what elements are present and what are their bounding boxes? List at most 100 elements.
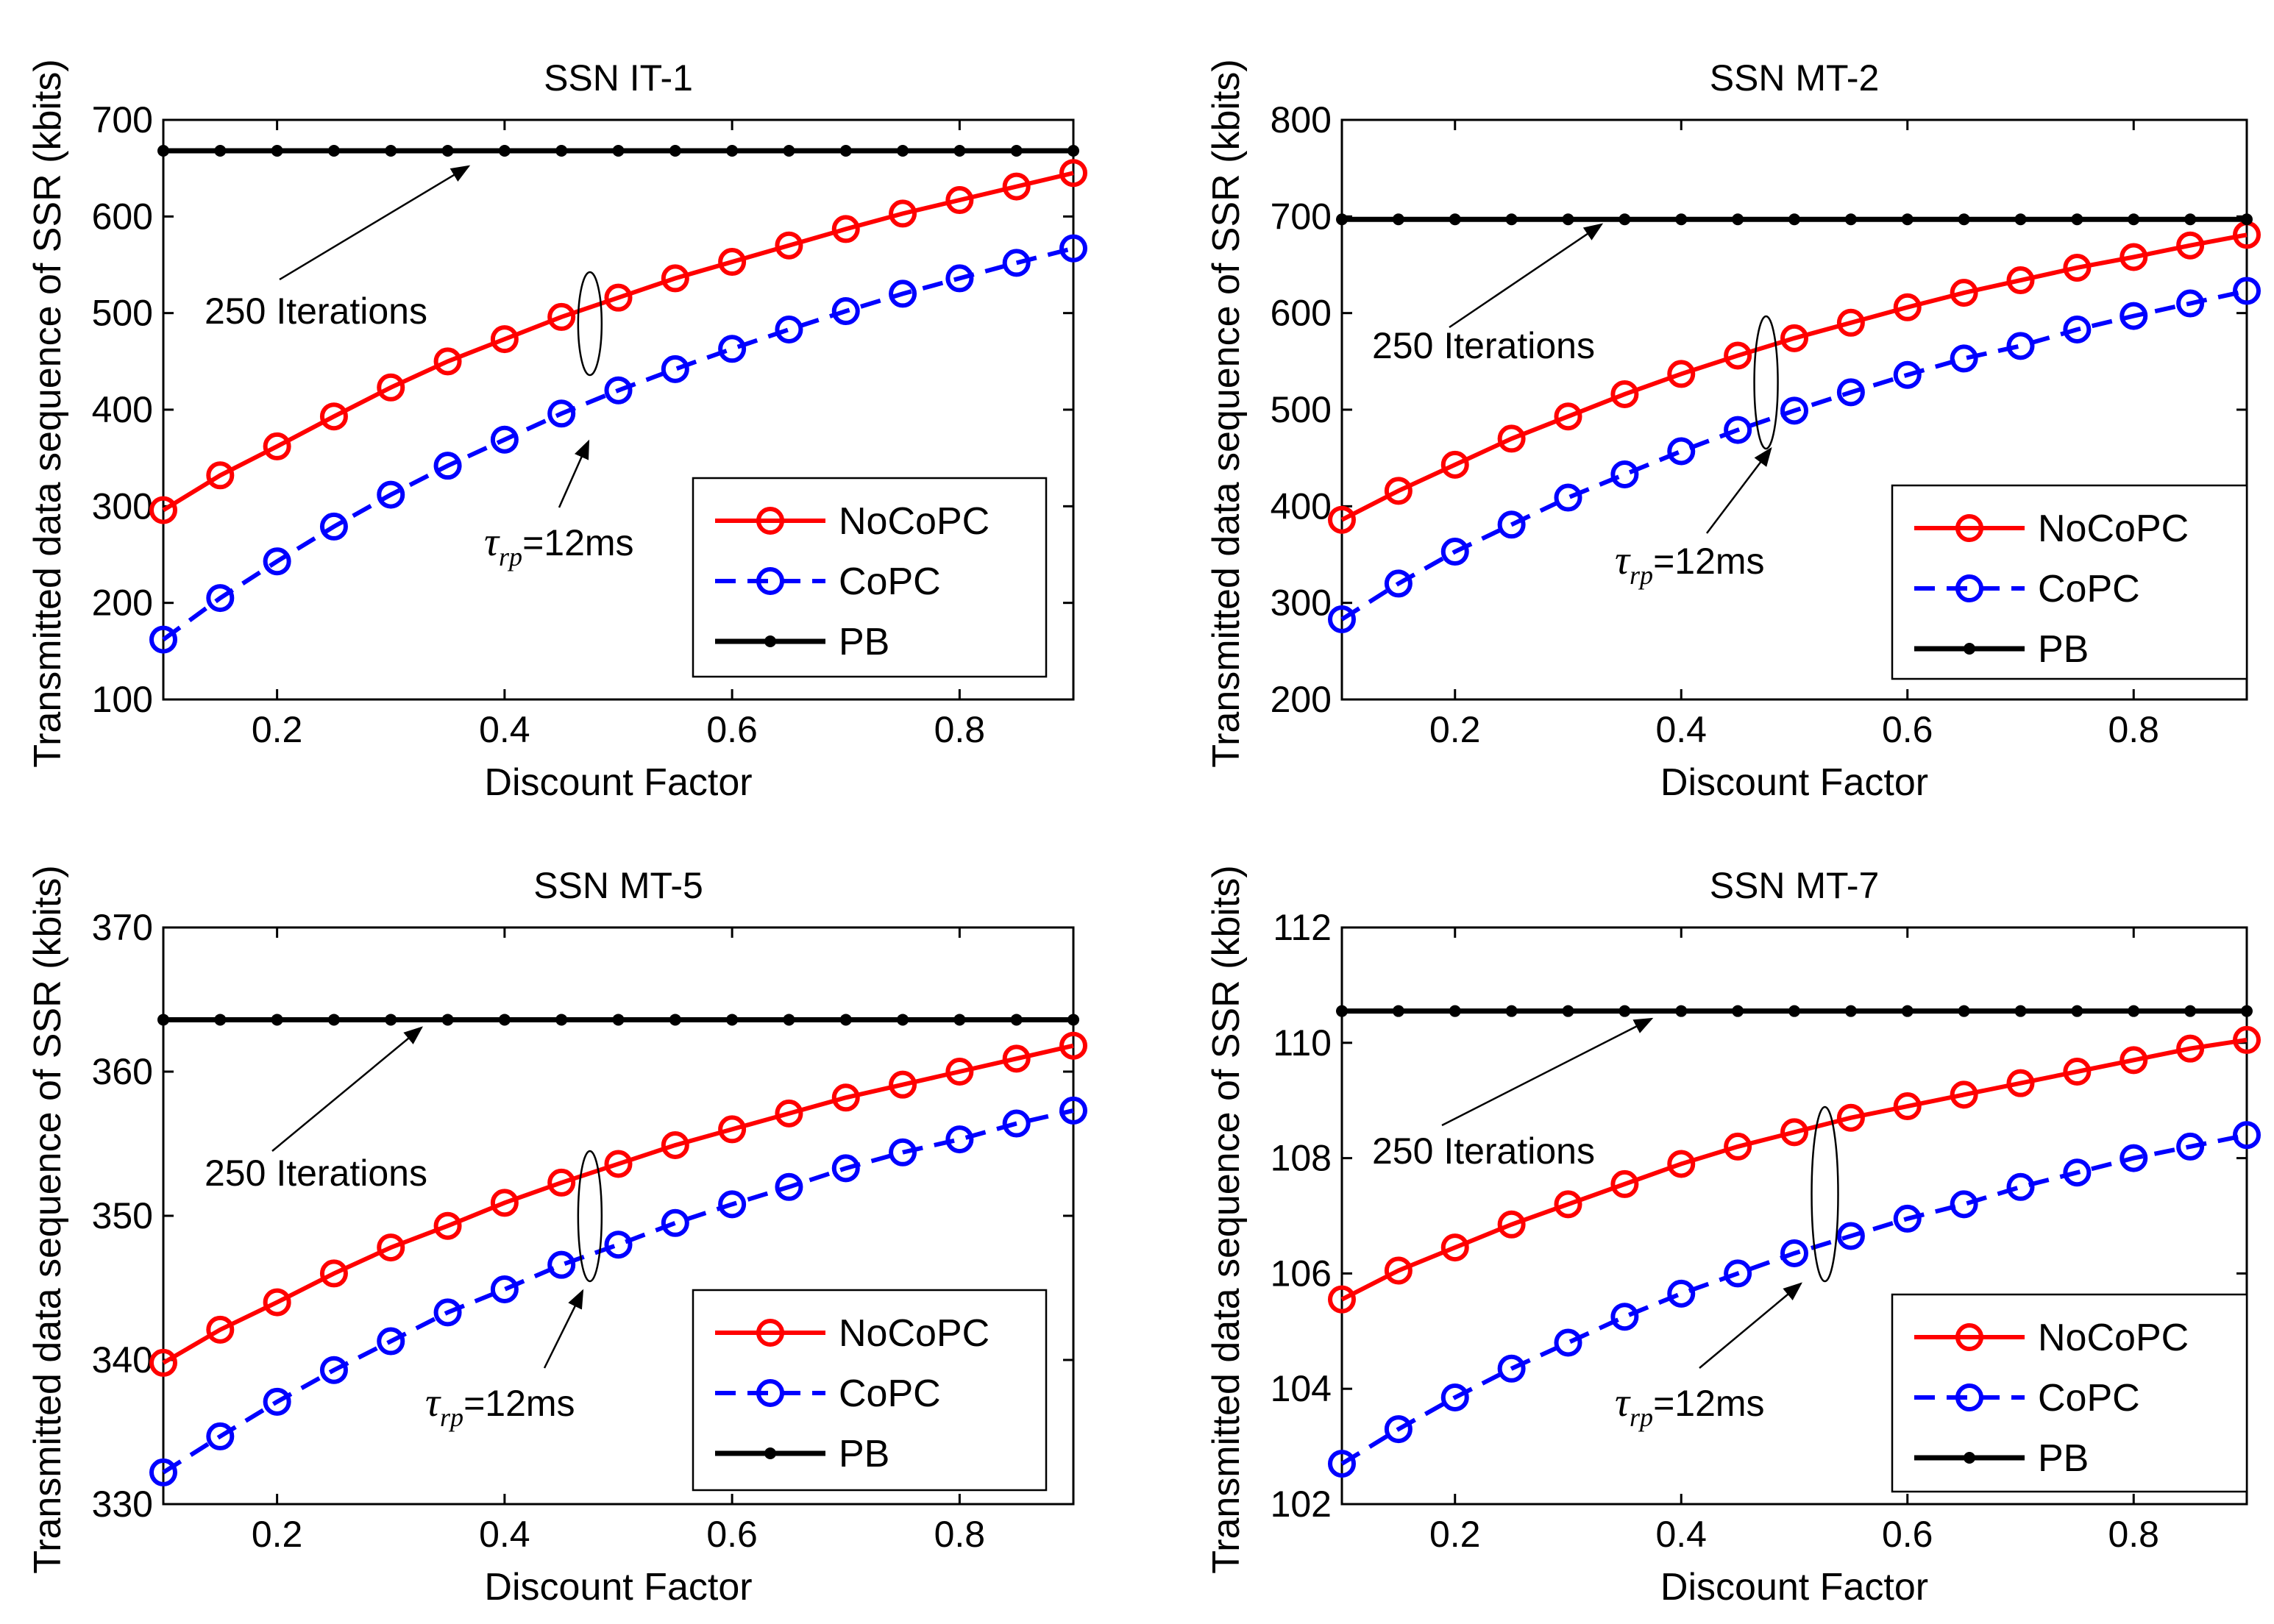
iterations-arrow xyxy=(271,1026,424,1152)
tau-annotation: τrp=12ms xyxy=(425,1380,575,1432)
series-line-nocopc xyxy=(162,1043,1074,1365)
x-axis-label: Discount Factor xyxy=(1660,1566,1928,1609)
data-point-nocopc xyxy=(490,325,519,354)
data-point-nocopc xyxy=(2120,243,2148,271)
y-axis-label: Transmitted data sequence of SSR (kbits) xyxy=(26,865,69,1573)
y-tick-label: 500 xyxy=(1271,389,1332,430)
data-point-copc xyxy=(1059,1096,1087,1125)
data-point-nocopc xyxy=(889,1070,917,1099)
data-point-pb xyxy=(327,145,340,157)
data-point-copc xyxy=(1384,1415,1413,1444)
data-point-copc xyxy=(263,547,291,576)
series-line-copc xyxy=(162,246,1074,641)
data-point-copc xyxy=(2006,332,2035,360)
chart-title: SSN IT-1 xyxy=(544,57,693,99)
group-ellipse xyxy=(577,271,603,377)
legend-label-pb: PB xyxy=(839,621,889,663)
x-tick-label: 0.6 xyxy=(1882,709,1933,750)
legend-marker-nocopc xyxy=(1955,514,1983,542)
x-axis-label: Discount Factor xyxy=(484,1566,752,1609)
data-point-nocopc xyxy=(149,496,177,524)
data-point-copc xyxy=(1554,1328,1582,1357)
y-tick-label: 600 xyxy=(1271,293,1332,334)
tau-value: =12ms xyxy=(1653,1383,1764,1424)
series-line-copc xyxy=(162,1108,1074,1475)
data-point-copc xyxy=(775,1172,803,1201)
data-point-nocopc xyxy=(490,1189,519,1217)
data-point-copc xyxy=(1497,510,1526,539)
data-point-copc xyxy=(604,376,633,405)
data-point-pb xyxy=(839,145,852,157)
data-point-nocopc xyxy=(1667,360,1696,388)
data-point-pb xyxy=(441,145,454,157)
data-point-copc xyxy=(1610,460,1639,488)
data-point-nocopc xyxy=(889,199,917,228)
legend-marker-pb xyxy=(1964,1452,1975,1464)
data-point-pb xyxy=(1958,1005,1970,1017)
data-point-pb xyxy=(1449,213,1461,226)
data-point-pb xyxy=(1562,213,1574,226)
y-tick-label: 106 xyxy=(1271,1253,1332,1294)
data-point-pb xyxy=(726,145,739,157)
data-point-nocopc xyxy=(1893,293,1922,321)
legend-label-pb: PB xyxy=(2038,628,2089,671)
data-point-copc xyxy=(1667,437,1696,466)
x-tick-label: 0.2 xyxy=(252,1514,303,1555)
data-point-pb xyxy=(157,1014,169,1026)
tau-arrow xyxy=(1699,1282,1802,1369)
data-point-copc xyxy=(889,279,917,308)
y-tick-label: 350 xyxy=(92,1195,153,1236)
data-point-copc xyxy=(2120,1144,2148,1172)
data-point-nocopc xyxy=(1667,1150,1696,1178)
iterations-annotation: 250 Iterations xyxy=(1372,1130,1595,1172)
data-point-nocopc xyxy=(377,1233,405,1262)
data-point-nocopc xyxy=(1950,1080,1978,1109)
data-point-pb xyxy=(498,1014,511,1026)
data-point-nocopc xyxy=(604,283,633,312)
data-point-copc xyxy=(1836,1222,1865,1250)
data-point-nocopc xyxy=(831,215,860,243)
data-point-pb xyxy=(1067,1014,1079,1026)
data-point-copc xyxy=(661,355,689,383)
data-point-copc xyxy=(1667,1279,1696,1308)
legend-marker-copc xyxy=(756,1379,784,1407)
data-point-pb xyxy=(2128,213,2140,226)
chart-panel-3: SSN MT-5 330 340 350 360 370 0.2 0.4 0.6 0.8 Disco… xyxy=(26,865,1087,1609)
data-point-copc xyxy=(2063,315,2092,343)
data-point-pb xyxy=(214,145,227,157)
data-point-nocopc xyxy=(661,264,689,293)
data-point-copc xyxy=(1950,344,1978,373)
tau-subscript: rp xyxy=(440,1403,463,1432)
data-point-nocopc xyxy=(1950,279,1978,307)
data-point-nocopc xyxy=(2233,1025,2261,1054)
data-point-pb xyxy=(1392,213,1404,226)
data-point-pb xyxy=(2241,1005,2253,1017)
data-point-nocopc xyxy=(433,347,462,376)
data-point-nocopc xyxy=(1554,1190,1582,1219)
data-point-copc xyxy=(319,512,348,541)
data-point-nocopc xyxy=(1384,1256,1413,1285)
data-point-copc xyxy=(1780,396,1808,425)
y-tick-label: 700 xyxy=(1271,196,1332,237)
legend: NoCoPC CoPC PB xyxy=(692,477,1048,678)
data-point-pb xyxy=(385,145,397,157)
legend-label-pb: PB xyxy=(839,1433,889,1475)
legend-label-nocopc: NoCoPC xyxy=(2038,1317,2189,1359)
data-point-copc xyxy=(1780,1239,1808,1267)
data-point-pb xyxy=(897,1014,909,1026)
data-point-copc xyxy=(1002,1109,1031,1138)
data-point-nocopc xyxy=(1440,1233,1469,1262)
data-point-nocopc xyxy=(377,373,405,402)
data-point-copc xyxy=(1440,1383,1469,1411)
data-point-pb xyxy=(1562,1005,1574,1017)
data-point-pb xyxy=(385,1014,397,1026)
data-point-pb xyxy=(1336,1005,1348,1017)
data-point-pb xyxy=(2241,213,2253,226)
data-point-nocopc xyxy=(2006,1069,2035,1097)
y-tick-label: 100 xyxy=(92,679,153,720)
data-point-pb xyxy=(1010,145,1023,157)
y-tick-label: 370 xyxy=(92,907,153,948)
data-point-copc xyxy=(206,584,235,613)
legend: NoCoPC CoPC PB xyxy=(1891,1293,2248,1493)
data-point-nocopc xyxy=(1059,159,1087,188)
